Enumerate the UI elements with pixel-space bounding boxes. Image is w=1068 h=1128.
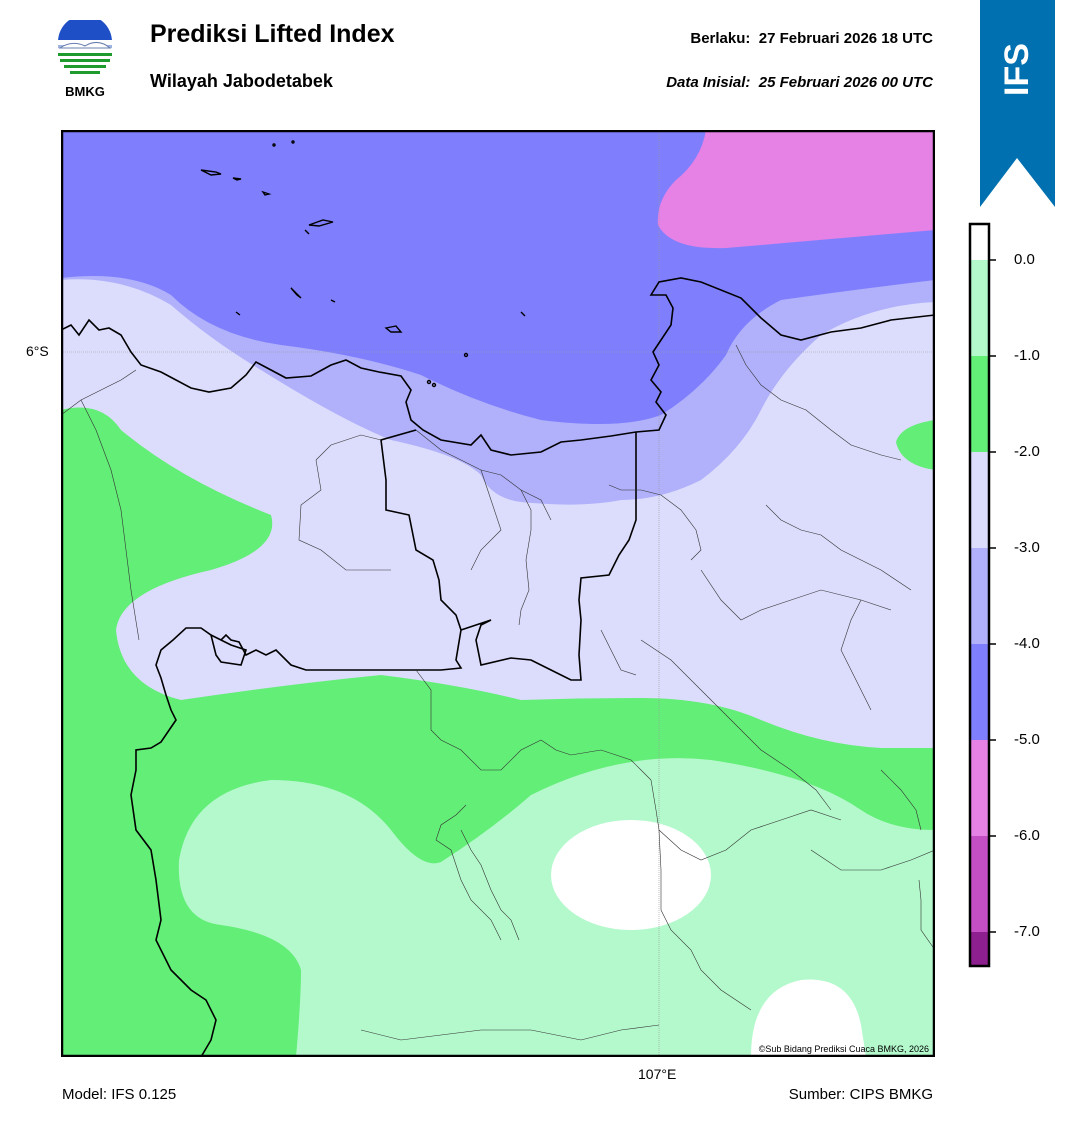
province-border (130, 429, 463, 1057)
valid-time: Berlaku: 27 Februari 2026 18 UTC (690, 30, 933, 47)
cbar-tick-label: -7.0 (1014, 923, 1040, 940)
lat-label: 6°S (26, 343, 49, 359)
province-border-east (460, 432, 637, 681)
cbar-tick-label: -3.0 (1014, 539, 1040, 556)
zone-above-0-southeast (751, 979, 866, 1057)
lifted-index-map: ©Sub Bidang Prediksi Cuaca BMKG, 2026 (61, 130, 935, 1057)
valid-label: Berlaku: (690, 30, 751, 47)
cbar-0-to-minus1 (970, 260, 989, 356)
cbar-minus1-to-minus2 (970, 356, 989, 452)
map-subtitle: Wilayah Jabodetabek (150, 71, 333, 91)
valid-value: 27 Februari 2026 18 UTC (758, 30, 933, 47)
cbar-tick-label: -1.0 (1014, 347, 1040, 364)
cbar-minus6-to-minus7 (970, 836, 989, 932)
cbar-tick-label: -2.0 (1014, 443, 1040, 460)
map-title: Prediksi Lifted Index (150, 20, 395, 48)
logo-text: BMKG (65, 84, 105, 99)
map-frame (61, 130, 935, 1057)
cbar-minus5-to-minus6 (970, 740, 989, 836)
model-text: Model: IFS 0.125 (62, 1086, 177, 1103)
bmkg-emblem-icon (56, 15, 114, 74)
cbar-minus4-to-minus5 (970, 644, 989, 740)
bmkg-logo: BMKG (50, 15, 120, 102)
source-text: Sumber: CIPS BMKG (788, 1086, 933, 1103)
zone-minus5-minus6 (657, 130, 935, 249)
cbar-tick-label: 0.0 (1014, 251, 1035, 268)
ribbon-label: IFS (998, 43, 1036, 97)
init-label: Data Inisial: (666, 74, 751, 91)
cbar-minus2-to-minus3 (970, 452, 989, 548)
cbar-tick-label: -4.0 (1014, 635, 1040, 652)
zone-minus1-minus2-east (896, 420, 935, 470)
cbar-below-minus7 (970, 932, 989, 966)
cbar-tick-label: -6.0 (1014, 827, 1040, 844)
coastline (61, 277, 935, 456)
colorbar (968, 222, 996, 968)
cbar-tick-label: -5.0 (1014, 731, 1040, 748)
init-time: Data Inisial: 25 Februari 2026 00 UTC (666, 74, 933, 91)
zone-0-minus1 (178, 758, 935, 1057)
init-value: 25 Februari 2026 00 UTC (758, 74, 933, 91)
credit-text: ©Sub Bidang Prediksi Cuaca BMKG, 2026 (759, 1044, 929, 1054)
zone-above-0-center (551, 820, 711, 930)
ifs-ribbon (980, 0, 1055, 207)
cbar-frame (968, 222, 991, 968)
cbar-ticks (989, 259, 996, 933)
cbar-above-0 (970, 224, 989, 260)
lon-label: 107°E (638, 1066, 677, 1082)
thousand-islands (200, 140, 526, 388)
cbar-minus3-to-minus4 (970, 548, 989, 644)
regency-borders (61, 344, 935, 1041)
